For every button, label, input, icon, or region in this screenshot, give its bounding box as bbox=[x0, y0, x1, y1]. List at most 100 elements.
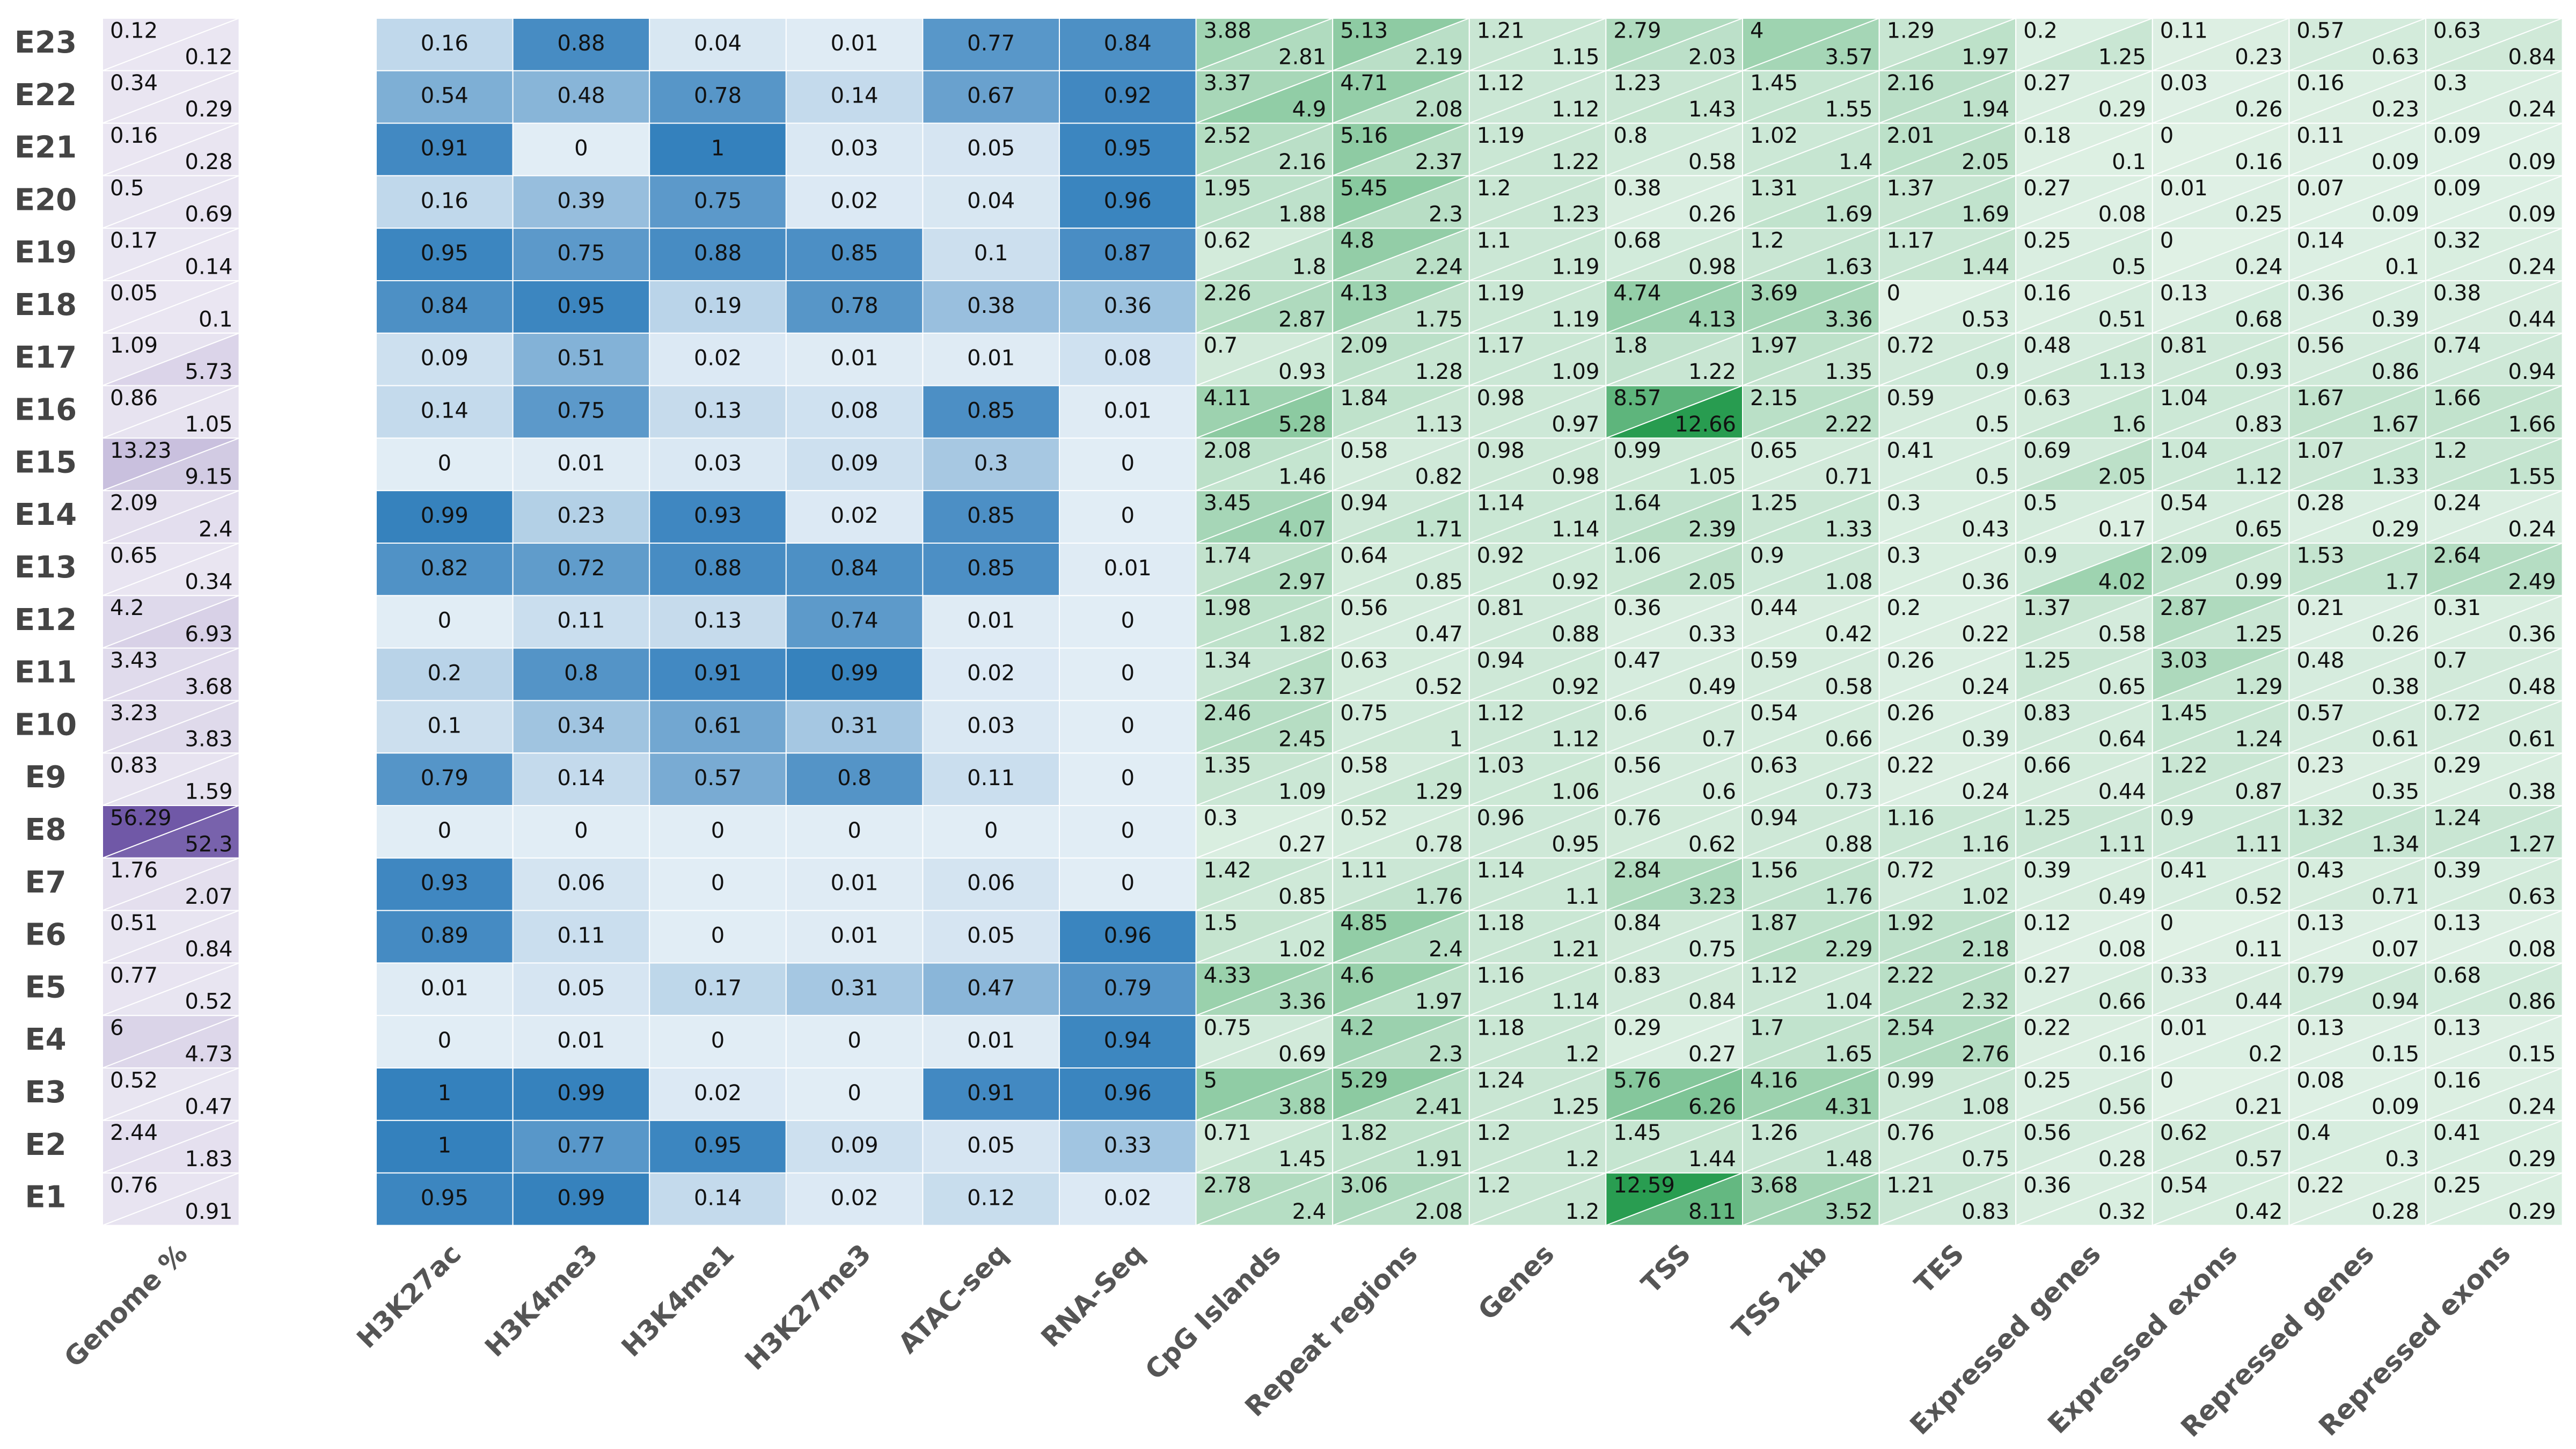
cell-upper-label: 0.41 bbox=[2160, 858, 2208, 883]
cell-lower-label: 2.18 bbox=[1962, 937, 2009, 962]
cell-upper-label: 5.76 bbox=[1613, 1068, 1661, 1093]
cell-label: 0.8 bbox=[564, 661, 598, 686]
cell-label: 0.17 bbox=[694, 976, 742, 1000]
cell-lower-label: 0.61 bbox=[2372, 727, 2419, 752]
cell-lower-label: 0.1 bbox=[2385, 255, 2419, 280]
column-label: TES bbox=[1908, 1238, 1970, 1300]
cell-label: 0.14 bbox=[421, 399, 469, 423]
cell-upper-label: 4.85 bbox=[1340, 911, 1388, 935]
cell-upper-label: 0.34 bbox=[110, 71, 158, 96]
cell-upper-label: 0.29 bbox=[2433, 753, 2481, 778]
cell-upper-label: 1.26 bbox=[1750, 1121, 1798, 1145]
cell-label: 0 bbox=[711, 871, 724, 896]
cell-lower-label: 0.86 bbox=[2372, 360, 2419, 384]
cell-upper-label: 0.13 bbox=[2433, 911, 2481, 935]
cell-upper-label: 0.52 bbox=[1340, 806, 1388, 830]
cell-lower-label: 4.07 bbox=[1278, 517, 1326, 542]
cell-label: 0.09 bbox=[421, 346, 469, 371]
row-label: E5 bbox=[25, 970, 66, 1005]
cell-lower-label: 0.29 bbox=[2508, 1147, 2556, 1172]
cell-upper-label: 0.26 bbox=[1887, 701, 1935, 726]
cell bbox=[512, 385, 650, 439]
cell-label: 0.57 bbox=[694, 766, 742, 791]
row-label: E19 bbox=[14, 235, 77, 270]
cell-lower-label: 0.47 bbox=[185, 1094, 233, 1119]
row-label: E1 bbox=[25, 1180, 66, 1215]
cell-label: 0.06 bbox=[557, 871, 605, 896]
cell-upper-label: 0.8 bbox=[1613, 123, 1648, 148]
cell-label: 0.1 bbox=[974, 241, 1008, 266]
cell-upper-label: 0.48 bbox=[2296, 648, 2344, 673]
cell bbox=[1059, 332, 1197, 386]
cell-lower-label: 1.2 bbox=[1565, 1042, 1600, 1067]
cell-label: 0.8 bbox=[837, 766, 872, 791]
cell-upper-label: 0.84 bbox=[1613, 911, 1661, 935]
cell-lower-label: 2.16 bbox=[1278, 150, 1326, 174]
cell-upper-label: 0.2 bbox=[1887, 596, 1921, 620]
cell bbox=[512, 18, 650, 71]
row-label: E17 bbox=[14, 340, 77, 375]
cell-upper-label: 0.27 bbox=[2023, 963, 2071, 988]
cell bbox=[649, 18, 787, 71]
cell-upper-label: 0.5 bbox=[110, 176, 144, 201]
cell-upper-label: 0.4 bbox=[2296, 1121, 2331, 1145]
cell-upper-label: 0.72 bbox=[1887, 333, 1935, 358]
cell-label: 0.77 bbox=[557, 1133, 605, 1158]
cell-lower-label: 0.48 bbox=[2508, 675, 2556, 699]
cell bbox=[785, 752, 924, 806]
cell-lower-label: 0.28 bbox=[185, 150, 233, 174]
cell-lower-label: 2.29 bbox=[1825, 937, 1873, 962]
cell-upper-label: 0.83 bbox=[1613, 963, 1661, 988]
cell bbox=[512, 1067, 650, 1121]
cell-lower-label: 1.2 bbox=[1565, 1147, 1600, 1172]
column-label: H3K27me3 bbox=[739, 1238, 877, 1376]
cell-upper-label: 0.76 bbox=[1613, 806, 1661, 830]
cell-upper-label: 2.87 bbox=[2160, 596, 2208, 620]
cell-lower-label: 0.62 bbox=[1688, 832, 1736, 857]
cell-lower-label: 1.22 bbox=[1688, 360, 1736, 384]
cell-lower-label: 52.3 bbox=[185, 832, 233, 857]
cell-lower-label: 8.11 bbox=[1688, 1199, 1736, 1224]
cell bbox=[785, 332, 924, 386]
cell-upper-label: 1.29 bbox=[1887, 18, 1935, 43]
cell-lower-label: 1.12 bbox=[2235, 465, 2282, 489]
cell-lower bbox=[2425, 1172, 2563, 1226]
cell-lower-label: 1.82 bbox=[1278, 622, 1326, 647]
cell-label: 0.72 bbox=[557, 556, 605, 581]
cell-lower-label: 0.24 bbox=[2235, 255, 2282, 280]
cell-label: 0.34 bbox=[557, 713, 605, 738]
cell bbox=[512, 543, 650, 596]
cell bbox=[922, 18, 1060, 71]
cell-upper-label: 0.72 bbox=[1887, 858, 1935, 883]
cell-label: 0.91 bbox=[694, 661, 742, 686]
cell bbox=[649, 647, 787, 701]
cell-lower-label: 0.27 bbox=[1278, 832, 1326, 857]
cell bbox=[649, 543, 787, 596]
cell-upper-label: 1.02 bbox=[1750, 123, 1798, 148]
cell bbox=[922, 122, 1060, 177]
cell bbox=[649, 595, 787, 649]
cell-label: 0.01 bbox=[831, 924, 879, 948]
column-label: RNA-Seq bbox=[1035, 1238, 1151, 1353]
cell-lower-label: 2.4 bbox=[1429, 937, 1463, 962]
cell-label: 0.38 bbox=[967, 294, 1015, 318]
row-label: E23 bbox=[14, 25, 77, 60]
cell-lower-label: 1.25 bbox=[2235, 622, 2282, 647]
cell-lower-label: 0.25 bbox=[2235, 202, 2282, 227]
cell-upper-label: 1.03 bbox=[1477, 753, 1525, 778]
cell-upper-label: 0.63 bbox=[1340, 648, 1388, 673]
cell bbox=[649, 1015, 787, 1069]
cell-lower-label: 0.39 bbox=[2372, 307, 2419, 332]
cell-label: 0.02 bbox=[831, 1186, 879, 1211]
cell-upper-label: 2.22 bbox=[1887, 963, 1935, 988]
cell-upper-label: 0 bbox=[2160, 1068, 2174, 1093]
cell-upper-label: 0.2 bbox=[2023, 18, 2058, 43]
cell-upper-label: 0.36 bbox=[2296, 281, 2344, 305]
cell-label: 0.92 bbox=[1104, 84, 1152, 108]
cell-lower-label: 0.44 bbox=[2235, 990, 2282, 1014]
cell-lower-label: 4.02 bbox=[2098, 569, 2146, 594]
cell-lower-label: 1.08 bbox=[1825, 569, 1873, 594]
cell-upper-label: 2.09 bbox=[110, 491, 158, 516]
cell-upper-label: 0.43 bbox=[2296, 858, 2344, 883]
cell-lower-label: 1.12 bbox=[1552, 727, 1599, 752]
